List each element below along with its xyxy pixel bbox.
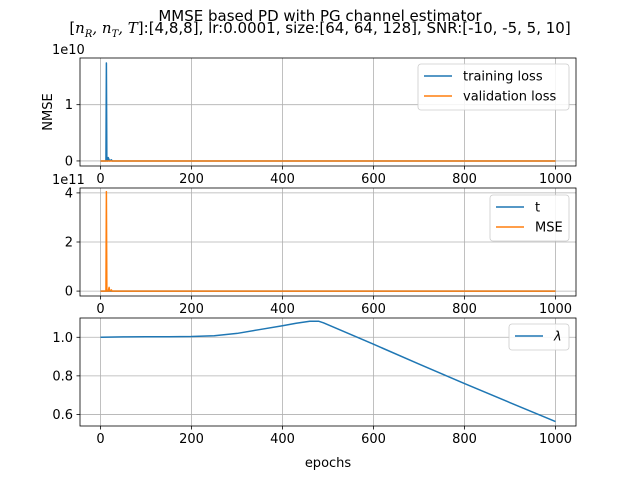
- legend: t MSE: [489, 194, 570, 242]
- x-tick-label: 200: [179, 302, 204, 317]
- legend: λ: [508, 323, 570, 351]
- x-tick-label: 0: [96, 172, 104, 187]
- series-line-2: [100, 190, 556, 292]
- legend-label-2: validation loss: [463, 90, 556, 105]
- y-tick-label: 0.6: [52, 408, 73, 423]
- x-axis-label: epochs: [305, 456, 352, 471]
- x-tick-label: 400: [270, 172, 295, 187]
- x-tick-label: 400: [270, 302, 295, 317]
- subtitle-suffix: ]:[4,8,8], lr:0.0001, size:[64, 64, 128]…: [137, 19, 571, 37]
- x-tick-label: 800: [452, 302, 477, 317]
- y-offset-text: 1e11: [52, 173, 85, 188]
- series-line-1: [100, 320, 556, 423]
- x-tick-label: 1000: [539, 302, 572, 317]
- y-tick-label: 0: [65, 285, 73, 300]
- y-tick-label: 2: [65, 236, 73, 251]
- legend-label-2: MSE: [535, 221, 563, 236]
- subplot-3: 0 200 400 600 800 1000 0.6 0.8 1.0 epochs λ: [52, 317, 577, 471]
- y-tick-label: 0.8: [52, 369, 73, 384]
- x-tick-label: 1000: [539, 172, 572, 187]
- legend-label-1: λ: [553, 330, 562, 345]
- x-tick-label: 1000: [539, 432, 572, 447]
- x-tick-label: 0: [96, 302, 104, 317]
- x-tick-label: 200: [179, 432, 204, 447]
- subplot-1: 0 200 400 600 800 1000 0 1 1e10 NMSE training loss…: [41, 43, 577, 187]
- x-tick-label: 600: [361, 432, 386, 447]
- x-tick-label: 400: [270, 432, 295, 447]
- legend-box: [508, 323, 570, 351]
- axes-frame: [79, 317, 577, 427]
- y-tick-label: 4: [65, 186, 73, 201]
- x-tick-label: 600: [361, 302, 386, 317]
- subtitle-prefix: [: [69, 19, 76, 37]
- y-offset-text: 1e10: [52, 43, 85, 58]
- x-tick-label: 800: [452, 172, 477, 187]
- x-tick-label: 800: [452, 432, 477, 447]
- y-tick-label: 1.0: [52, 331, 73, 346]
- figure-title: MMSE based PD with PG channel estimator: [158, 7, 482, 25]
- axes-frame: [79, 57, 577, 167]
- y-axis-label: NMSE: [41, 93, 56, 130]
- legend-label-1: training loss: [463, 70, 543, 85]
- legend-box: [417, 63, 570, 111]
- x-tick-label: 0: [96, 432, 104, 447]
- y-tick-label: 1: [65, 98, 73, 113]
- legend: training loss validation loss: [417, 63, 570, 111]
- y-tick-label: 0: [65, 154, 73, 169]
- x-tick-label: 200: [179, 172, 204, 187]
- subtitle-math: nR, nT, T: [75, 19, 138, 40]
- legend-label-1: t: [535, 201, 540, 216]
- x-tick-label: 600: [361, 172, 386, 187]
- figure-subtitle: [nR, nT, T]:[4,8,8], lr:0.0001, size:[64…: [0, 19, 640, 40]
